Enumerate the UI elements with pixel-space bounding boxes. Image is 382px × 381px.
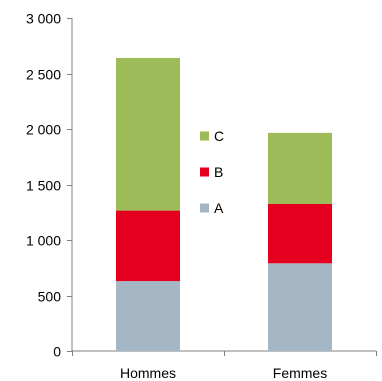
- y-tick-label: 2 500: [26, 67, 61, 83]
- bars: [116, 57, 332, 351]
- legend-label-c: C: [214, 128, 224, 144]
- y-tick-label: 3 000: [26, 11, 61, 27]
- bar-c-hommes: [116, 57, 180, 211]
- y-tick-labels: 0 500 1 000 1 500 2 000 2 500 3 000: [26, 11, 61, 360]
- x-category-label: Femmes: [273, 365, 327, 381]
- y-tick-label: 1 500: [26, 178, 61, 194]
- legend-swatch-b: [200, 167, 209, 177]
- bar-a-femmes: [268, 263, 332, 351]
- y-tick-label: 0: [53, 344, 61, 360]
- y-tick-label: 500: [38, 289, 62, 305]
- y-tick-label: 2 000: [26, 122, 61, 138]
- bar-b-femmes: [268, 203, 332, 264]
- legend: C B A: [200, 128, 224, 216]
- legend-swatch-c: [200, 131, 209, 141]
- legend-label-b: B: [214, 164, 223, 180]
- legend-label-a: A: [214, 200, 224, 216]
- x-category-labels: Hommes Femmes: [120, 365, 327, 381]
- legend-swatch-a: [200, 203, 209, 213]
- bar-b-hommes: [116, 210, 180, 282]
- bar-c-femmes: [268, 132, 332, 204]
- x-category-label: Hommes: [120, 365, 176, 381]
- bar-a-hommes: [116, 281, 180, 351]
- y-tick-label: 1 000: [26, 233, 61, 249]
